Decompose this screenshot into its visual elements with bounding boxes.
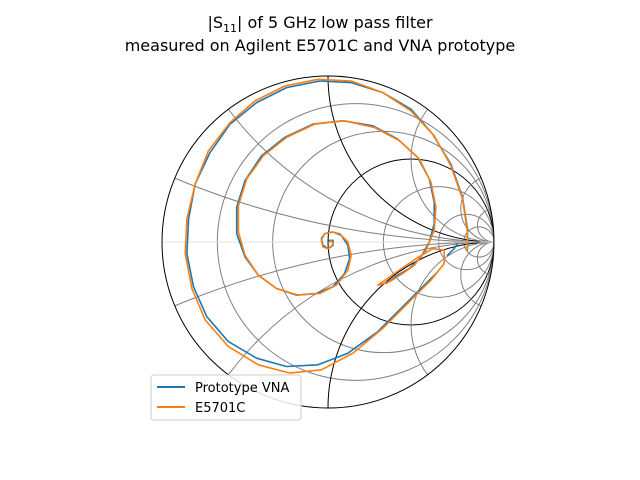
chart-title: |S11| of 5 GHz low pass filter [207, 13, 432, 35]
reactance-circle-pos-2 [410, 76, 494, 243]
legend: Prototype VNA E5701C [150, 374, 302, 421]
legend-box [150, 374, 302, 421]
unit-circle [161, 75, 495, 409]
reactance-circle-neg-2 [410, 241, 494, 408]
chart-subtitle: measured on Agilent E5701C and VNA proto… [125, 36, 516, 55]
reactance-circle-neg-0_2 [162, 241, 494, 408]
reactance-circle-neg-1 [327, 241, 494, 408]
legend-label-prototype: Prototype VNA [195, 381, 289, 396]
legend-label-e5701c: E5701C [195, 401, 245, 416]
reactance-circle-neg-0_5 [162, 241, 494, 408]
series-layer [184, 78, 469, 374]
series-line-e5701c [184, 78, 469, 374]
